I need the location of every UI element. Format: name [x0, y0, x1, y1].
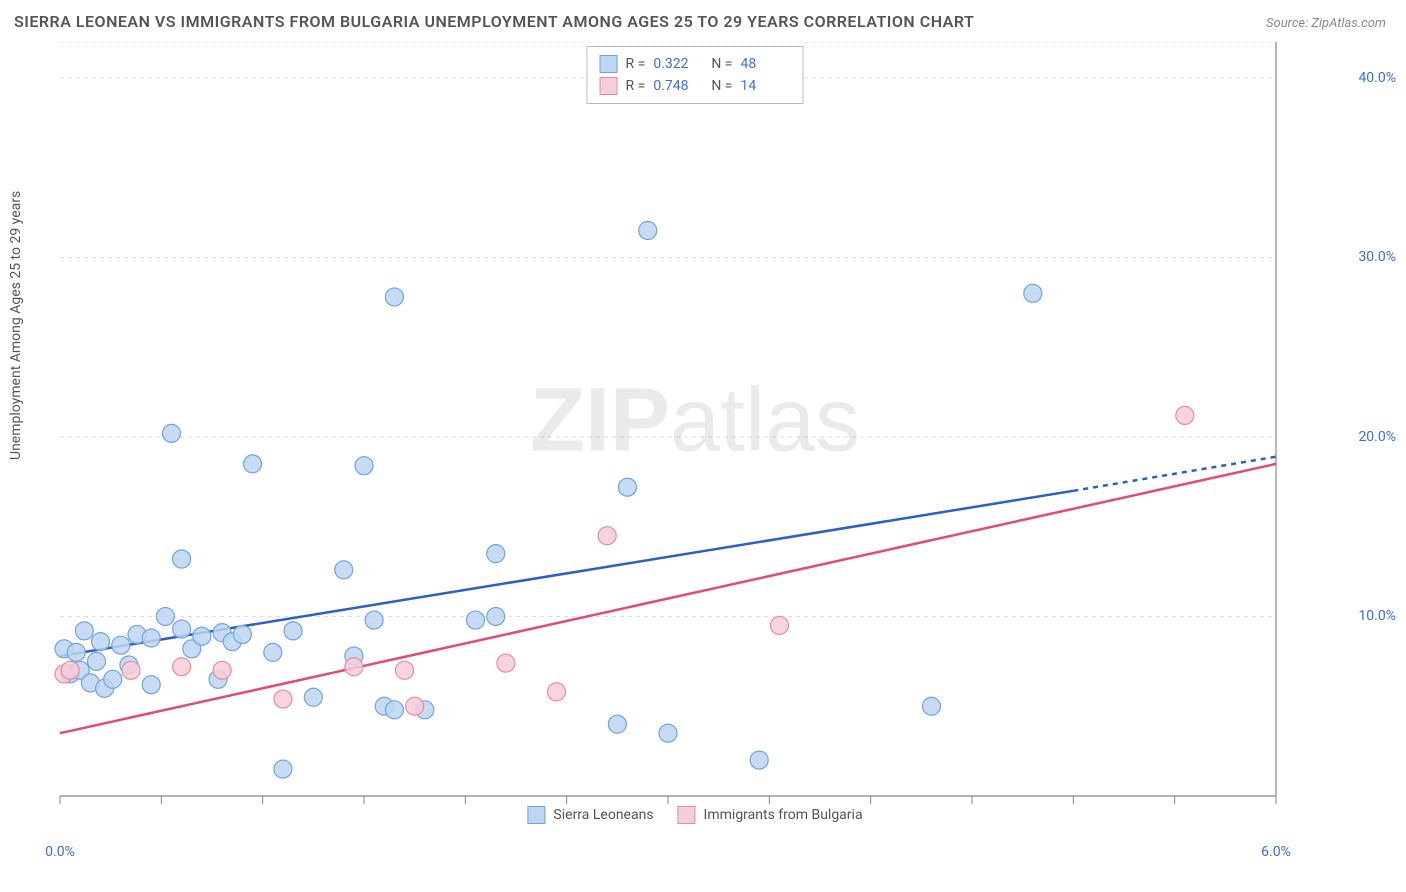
legend-correlation-row: R =0.322N =48	[600, 53, 791, 75]
legend-series: Sierra Leoneans Immigrants from Bulgaria	[527, 806, 862, 824]
legend-correlation-row: R =0.748N =14	[600, 75, 791, 97]
source-credit: Source: ZipAtlas.com	[1266, 16, 1386, 31]
x-tick-label: 6.0%	[1261, 844, 1291, 860]
legend-series-item: Sierra Leoneans	[527, 806, 653, 824]
y-tick-label: 40.0%	[1358, 70, 1396, 86]
chart-title: SIERRA LEONEAN VS IMMIGRANTS FROM BULGAR…	[14, 12, 974, 31]
chart-area: ZIPatlas R =0.322N =48R =0.748N =14 Sier…	[50, 42, 1340, 832]
y-axis-label: Unemployment Among Ages 25 to 29 years	[8, 191, 24, 460]
scatter-chart	[50, 42, 1340, 832]
y-tick-label: 10.0%	[1358, 608, 1396, 624]
x-tick-label: 0.0%	[45, 844, 75, 860]
y-tick-label: 20.0%	[1358, 429, 1396, 445]
y-tick-label: 30.0%	[1358, 249, 1396, 265]
legend-series-item: Immigrants from Bulgaria	[678, 806, 863, 824]
legend-correlation: R =0.322N =48R =0.748N =14	[587, 46, 804, 104]
